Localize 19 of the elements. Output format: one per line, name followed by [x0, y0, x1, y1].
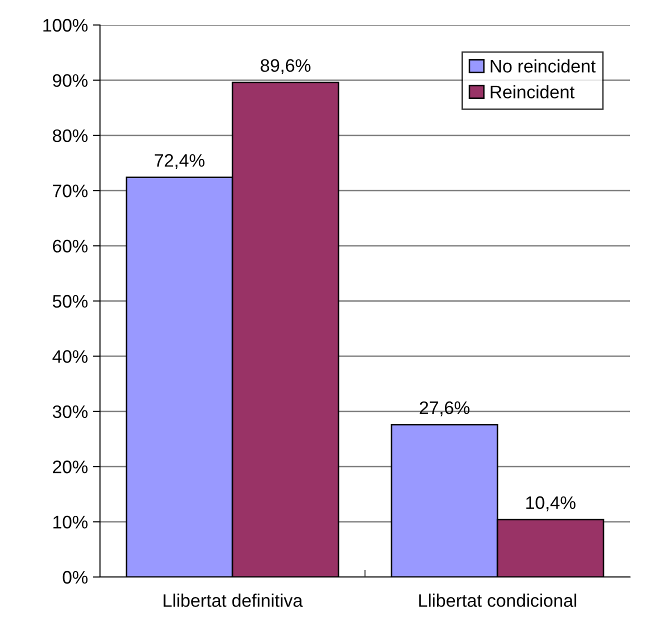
y-tick-label: 90%	[52, 74, 88, 87]
y-tick-label: 40%	[52, 350, 88, 363]
y-tick-label: 60%	[52, 240, 88, 253]
y-tick-label: 70%	[52, 184, 88, 198]
x-tick-label: Llibertat definitiva	[164, 594, 303, 607]
y-tick-label: 10%	[53, 516, 88, 529]
y-tick-label: 50%	[52, 294, 88, 308]
y-tick-label: 0%	[62, 570, 88, 584]
y-tick-label: 80%	[52, 129, 88, 142]
y-tick-label: 30%	[52, 405, 88, 418]
data-label: 10,4%	[526, 496, 576, 512]
data-label: 72,4%	[154, 154, 204, 169]
legend-label: Reincident	[490, 85, 574, 98]
data-label: 89,6%	[260, 59, 310, 74]
x-tick-label: Llibertat condicional	[419, 594, 576, 607]
data-label: 27,6%	[420, 401, 470, 416]
legend-label: No reincident	[490, 59, 596, 73]
y-tick-label: 20%	[52, 460, 88, 474]
y-tick-label: 100%	[43, 18, 88, 32]
